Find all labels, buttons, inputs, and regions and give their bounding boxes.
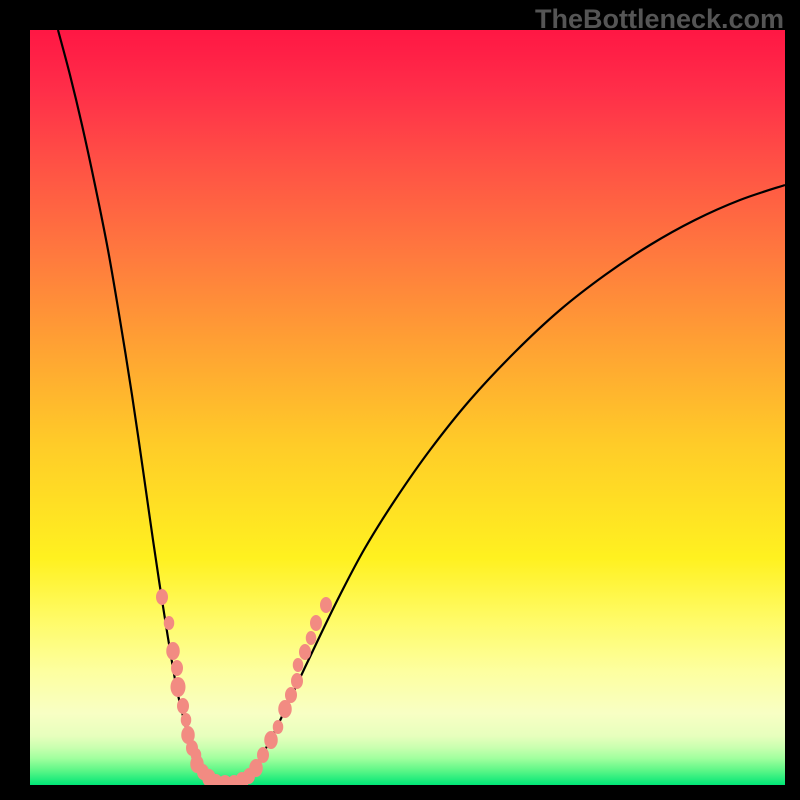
plot-background <box>30 30 785 785</box>
chart-svg <box>0 0 800 800</box>
data-marker <box>320 597 332 613</box>
data-marker <box>310 615 322 631</box>
data-marker <box>156 589 168 605</box>
data-marker <box>306 631 317 645</box>
data-marker <box>171 677 186 697</box>
data-marker <box>164 616 175 630</box>
data-marker <box>177 698 189 714</box>
data-marker <box>181 713 192 727</box>
watermark-text: TheBottleneck.com <box>535 4 784 35</box>
data-marker <box>293 658 304 672</box>
data-marker <box>273 720 284 734</box>
data-marker <box>291 673 303 689</box>
data-marker <box>299 644 311 660</box>
data-marker <box>264 731 278 749</box>
data-marker <box>257 747 269 763</box>
data-marker <box>166 642 180 660</box>
data-marker <box>285 687 297 703</box>
chart-container: TheBottleneck.com <box>0 0 800 800</box>
data-marker <box>171 660 183 676</box>
